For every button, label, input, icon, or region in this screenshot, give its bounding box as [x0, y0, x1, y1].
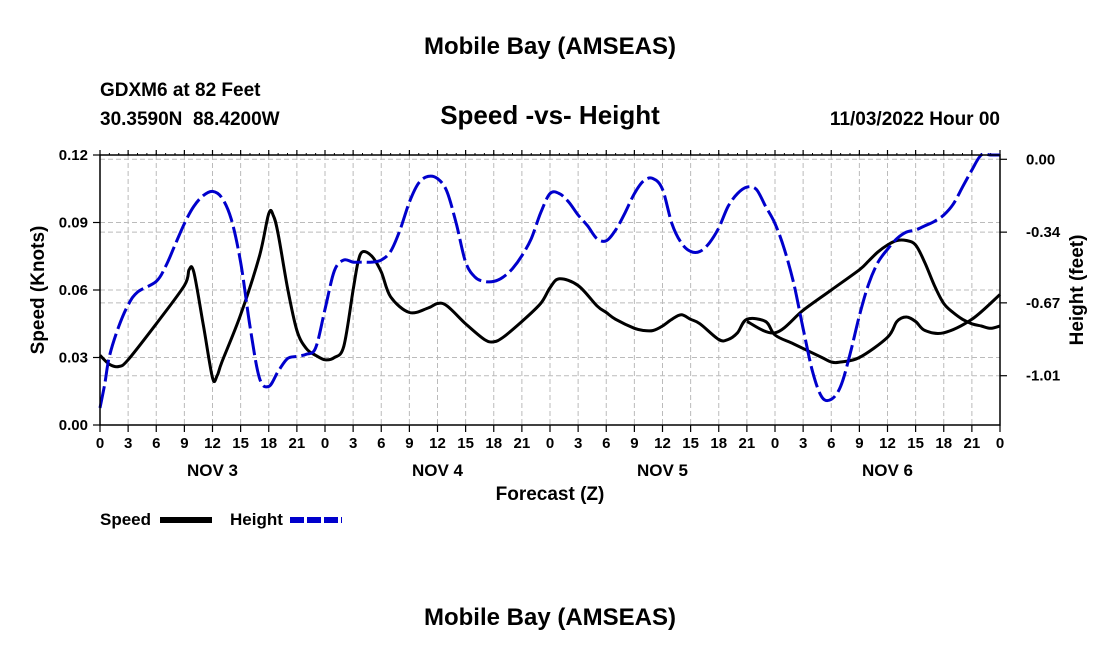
left-y-axis: 0.00 0.03 0.06 0.09 0.12	[59, 147, 100, 434]
left-y-tick-label: 0.00	[59, 417, 88, 434]
x-tick-label: 12	[204, 435, 221, 452]
x-tick-label: 18	[485, 435, 502, 452]
x-tick-label: 6	[377, 435, 385, 452]
day-label: NOV 5	[637, 461, 688, 480]
right-y-tick-label: -0.67	[1026, 295, 1060, 312]
left-y-axis-label: Speed (Knots)	[28, 226, 49, 355]
x-tick-label: 12	[654, 435, 671, 452]
x-tick-label: 18	[935, 435, 952, 452]
x-tick-label: 6	[602, 435, 610, 452]
x-tick-label: 0	[321, 435, 329, 452]
series-lines	[98, 152, 1001, 409]
right-y-tick-label: -0.34	[1026, 224, 1061, 241]
x-tick-label: 0	[546, 435, 554, 452]
left-y-tick-label: 0.12	[59, 147, 88, 164]
speed-series-line	[98, 208, 1001, 384]
x-tick-label: 3	[124, 435, 132, 452]
x-tick-label: 0	[96, 435, 104, 452]
location-label: 30.3590N 88.4200W	[100, 109, 280, 130]
right-y-axis: 0.00 -0.34 -0.67 -1.01	[1000, 151, 1061, 385]
x-tick-label: 21	[514, 435, 531, 452]
x-tick-label: 9	[405, 435, 413, 452]
x-tick-label: 9	[855, 435, 863, 452]
x-tick-label: 12	[879, 435, 896, 452]
x-tick-label: 12	[429, 435, 446, 452]
x-tick-label: 18	[710, 435, 727, 452]
left-y-tick-label: 0.06	[59, 282, 88, 299]
chart-title: Mobile Bay (AMSEAS)	[424, 33, 676, 60]
x-tick-label: 0	[996, 435, 1004, 452]
legend-speed-label: Speed	[100, 510, 151, 529]
x-tick-label: 21	[964, 435, 981, 452]
x-tick-label: 3	[574, 435, 582, 452]
issued-timestamp: 11/03/2022 Hour 00	[830, 109, 1000, 130]
right-y-tick-label: 0.00	[1026, 151, 1055, 168]
x-tick-label: 6	[827, 435, 835, 452]
chart-subtitle: Speed -vs- Height	[440, 100, 660, 130]
x-tick-label: 15	[457, 435, 474, 452]
x-tick-label: 21	[289, 435, 306, 452]
day-label: NOV 6	[862, 461, 913, 480]
x-tick-label: 15	[682, 435, 699, 452]
day-label: NOV 3	[187, 461, 238, 480]
speed-series-line	[746, 238, 1001, 335]
height-series-line	[98, 152, 1000, 409]
x-tick-label: 9	[180, 435, 188, 452]
x-tick-label: 3	[349, 435, 357, 452]
day-label: NOV 4	[412, 461, 464, 480]
x-tick-label: 3	[799, 435, 807, 452]
legend-height-label: Height	[230, 510, 283, 529]
right-y-tick-label: -1.01	[1026, 368, 1060, 385]
repeat-chart-title: Mobile Bay (AMSEAS)	[424, 604, 676, 631]
x-tick-label: 15	[232, 435, 249, 452]
legend: Speed Height	[100, 510, 342, 529]
left-y-tick-label: 0.09	[59, 215, 88, 232]
x-axis-label: Forecast (Z)	[496, 484, 605, 505]
x-tick-label: 9	[630, 435, 638, 452]
right-y-axis-label: Height (feet)	[1067, 235, 1088, 346]
left-y-tick-label: 0.03	[59, 350, 88, 367]
station-label: GDXM6 at 82 Feet	[100, 80, 261, 101]
x-tick-label: 6	[152, 435, 160, 452]
x-tick-label: 18	[260, 435, 277, 452]
x-tick-label: 15	[907, 435, 924, 452]
x-tick-label: 21	[739, 435, 756, 452]
plot-frame	[99, 154, 1001, 426]
x-tick-label: 0	[771, 435, 779, 452]
x-axis: 0 3 6 9 12 15 18 21 0 3 6 9 12 15 18 21 0 3 6 9 12 15 18 21 0 3 6 9…	[96, 150, 1004, 480]
grid-lines	[100, 155, 1000, 425]
